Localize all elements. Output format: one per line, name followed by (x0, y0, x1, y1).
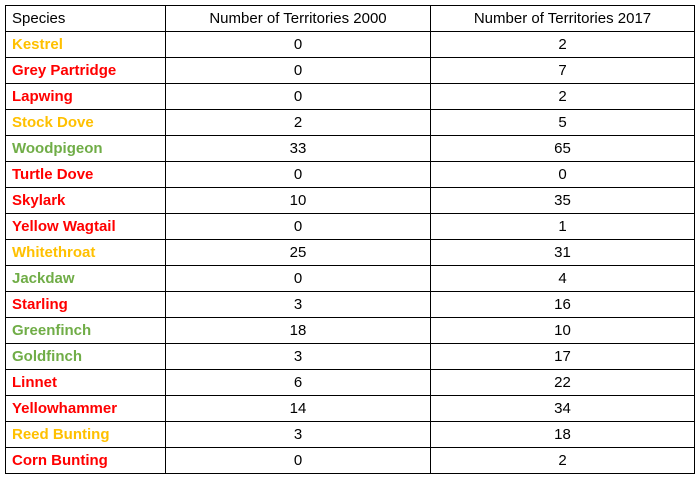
species-cell: Woodpigeon (5, 135, 166, 162)
territories-2000-cell: 33 (165, 135, 431, 162)
species-cell: Corn Bunting (5, 447, 166, 474)
territories-2017-cell: 65 (430, 135, 695, 162)
territories-2000-cell: 0 (165, 213, 431, 240)
territories-2017-cell: 10 (430, 317, 695, 344)
territories-2017-cell: 2 (430, 83, 695, 110)
header-territories-2017: Number of Territories 2017 (430, 5, 695, 32)
territories-2000-cell: 14 (165, 395, 431, 422)
table-row: Kestrel 0 2 (5, 31, 695, 58)
territories-2000-cell: 10 (165, 187, 431, 214)
territories-2017-cell: 0 (430, 161, 695, 188)
territories-2000-cell: 3 (165, 343, 431, 370)
territories-2017-cell: 4 (430, 265, 695, 292)
species-cell: Skylark (5, 187, 166, 214)
table-row: Woodpigeon 33 65 (5, 135, 695, 162)
territories-table-container: Species Number of Territories 2000 Numbe… (5, 5, 695, 474)
table-row: Greenfinch 18 10 (5, 317, 695, 344)
table-row: Yellow Wagtail 0 1 (5, 213, 695, 240)
table-row: Stock Dove 2 5 (5, 109, 695, 136)
territories-2000-cell: 0 (165, 57, 431, 84)
species-cell: Reed Bunting (5, 421, 166, 448)
species-cell: Yellowhammer (5, 395, 166, 422)
table-row: Goldfinch 3 17 (5, 343, 695, 370)
species-cell: Jackdaw (5, 265, 166, 292)
header-species: Species (5, 5, 166, 32)
territories-2017-cell: 31 (430, 239, 695, 266)
species-cell: Grey Partridge (5, 57, 166, 84)
table-row: Jackdaw 0 4 (5, 265, 695, 292)
table-row: Whitethroat 25 31 (5, 239, 695, 266)
table-row: Reed Bunting 3 18 (5, 421, 695, 448)
table-row: Starling 3 16 (5, 291, 695, 318)
territories-2017-cell: 16 (430, 291, 695, 318)
territories-2017-cell: 18 (430, 421, 695, 448)
territories-2017-cell: 35 (430, 187, 695, 214)
territories-2017-cell: 2 (430, 31, 695, 58)
species-cell: Kestrel (5, 31, 166, 58)
territories-2000-cell: 0 (165, 31, 431, 58)
species-cell: Linnet (5, 369, 166, 396)
territories-2000-cell: 6 (165, 369, 431, 396)
table-body: Kestrel 0 2 Grey Partridge 0 7 Lapwing 0 2 Stock … (5, 31, 695, 474)
table-row: Grey Partridge 0 7 (5, 57, 695, 84)
species-cell: Lapwing (5, 83, 166, 110)
header-territories-2000: Number of Territories 2000 (165, 5, 431, 32)
table-row: Linnet 6 22 (5, 369, 695, 396)
species-cell: Starling (5, 291, 166, 318)
territories-2000-cell: 0 (165, 83, 431, 110)
territories-2017-cell: 34 (430, 395, 695, 422)
territories-2017-cell: 5 (430, 109, 695, 136)
table-row: Skylark 10 35 (5, 187, 695, 214)
territories-2000-cell: 0 (165, 161, 431, 188)
territories-2000-cell: 2 (165, 109, 431, 136)
species-cell: Yellow Wagtail (5, 213, 166, 240)
table-row: Yellowhammer 14 34 (5, 395, 695, 422)
territories-2000-cell: 0 (165, 265, 431, 292)
table-row: Turtle Dove 0 0 (5, 161, 695, 188)
territories-2017-cell: 7 (430, 57, 695, 84)
species-cell: Goldfinch (5, 343, 166, 370)
territories-2000-cell: 25 (165, 239, 431, 266)
species-cell: Greenfinch (5, 317, 166, 344)
territories-table: Species Number of Territories 2000 Numbe… (5, 5, 695, 474)
territories-2000-cell: 0 (165, 447, 431, 474)
species-cell: Whitethroat (5, 239, 166, 266)
territories-2017-cell: 22 (430, 369, 695, 396)
territories-2017-cell: 1 (430, 213, 695, 240)
territories-2000-cell: 3 (165, 291, 431, 318)
territories-2000-cell: 3 (165, 421, 431, 448)
table-row: Lapwing 0 2 (5, 83, 695, 110)
table-row: Corn Bunting 0 2 (5, 447, 695, 474)
territories-2017-cell: 17 (430, 343, 695, 370)
territories-2017-cell: 2 (430, 447, 695, 474)
territories-2000-cell: 18 (165, 317, 431, 344)
species-cell: Stock Dove (5, 109, 166, 136)
table-header-row: Species Number of Territories 2000 Numbe… (5, 5, 695, 32)
species-cell: Turtle Dove (5, 161, 166, 188)
